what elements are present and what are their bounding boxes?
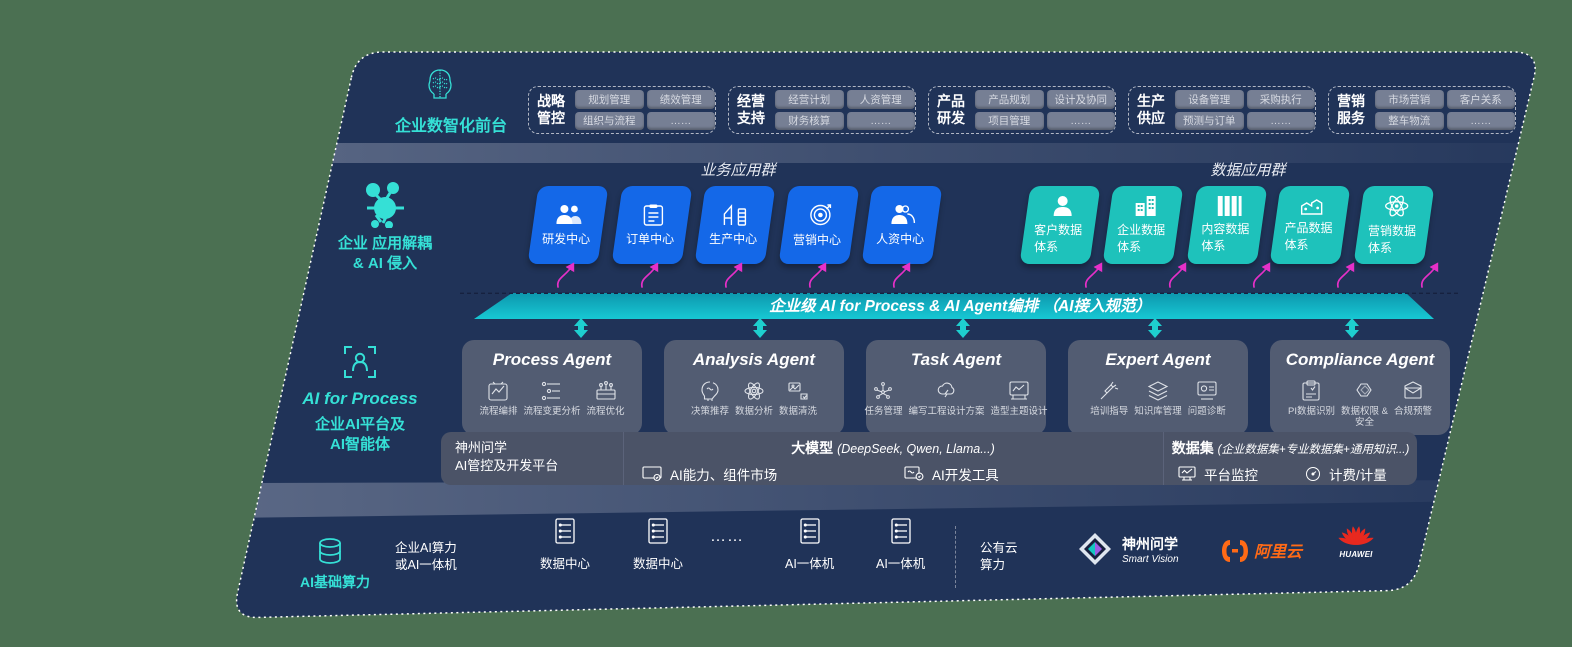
svg-text:HUAWEI: HUAWEI <box>1339 550 1373 558</box>
svg-text:阿里云: 阿里云 <box>1254 543 1304 561</box>
